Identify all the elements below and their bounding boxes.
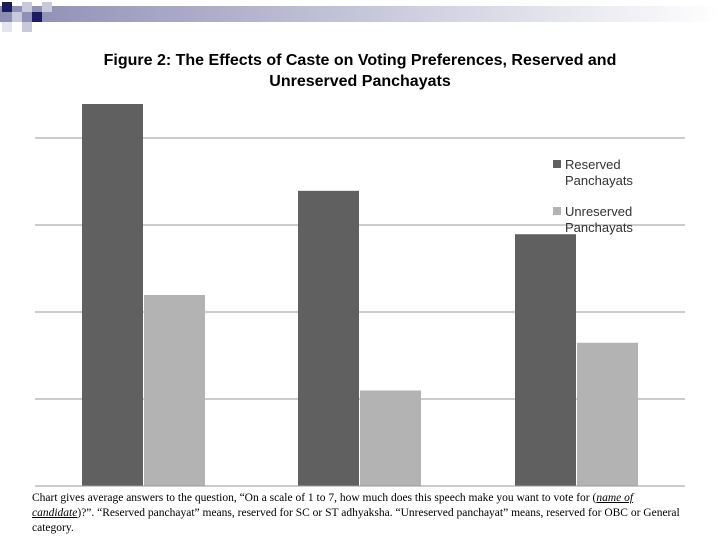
bar-series-0-group-2	[515, 234, 576, 486]
bar-series-0-group-0	[82, 104, 143, 486]
bar-series-1-group-0	[144, 295, 205, 486]
caption-text-2: )?”. “Reserved panchayat” means, reserve…	[32, 507, 680, 534]
legend-label-1: Unreserved Panchayats	[565, 204, 633, 235]
legend-label-0: Reserved Panchayats	[565, 157, 633, 188]
caption-underlined: name of candidate	[32, 492, 634, 519]
legend: Reserved Panchayats Unreserved Panchayats	[553, 157, 633, 235]
bars	[35, 104, 685, 487]
chart-caption: Chart gives average answers to the quest…	[32, 491, 692, 536]
bar-series-1-group-1	[360, 390, 421, 486]
slide-decoration	[0, 2, 720, 32]
bar-series-0-group-1	[298, 190, 359, 486]
legend-swatch-1	[553, 207, 561, 215]
caption-text-1: Chart gives average answers to the quest…	[32, 492, 597, 504]
bar-series-1-group-2	[577, 342, 638, 486]
legend-swatch-0	[553, 160, 561, 168]
chart-title: Figure 2: The Effects of Caste on Voting…	[103, 52, 617, 90]
